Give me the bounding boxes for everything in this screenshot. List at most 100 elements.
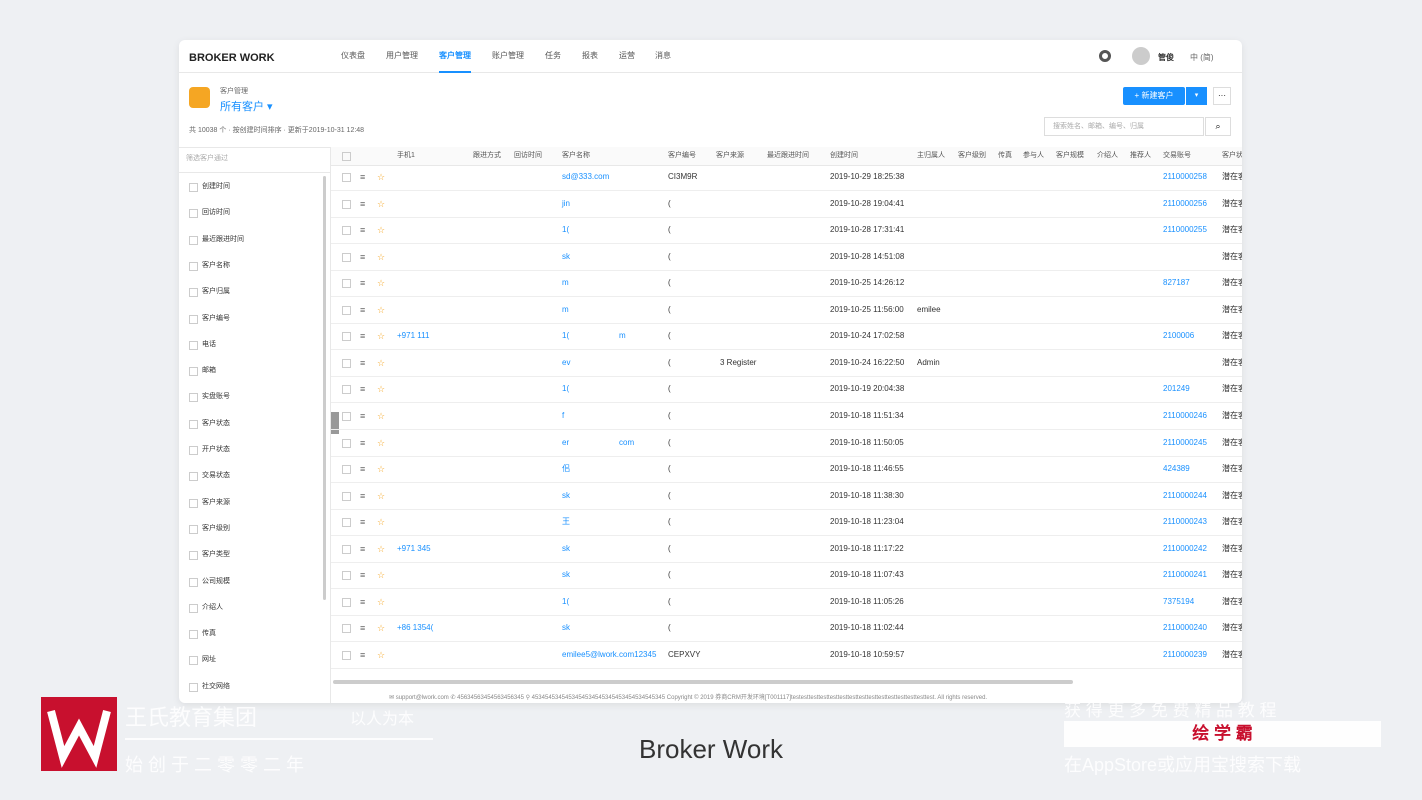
- row-checkbox[interactable]: [342, 385, 351, 395]
- column-header[interactable]: 客户规模: [1056, 152, 1084, 159]
- column-header[interactable]: 客户名称: [562, 152, 590, 159]
- cell-account[interactable]: 2110000240: [1163, 623, 1207, 633]
- row-menu[interactable]: ≡: [360, 172, 366, 182]
- row-menu[interactable]: ≡: [360, 384, 366, 395]
- star[interactable]: ☆: [377, 251, 386, 262]
- row-menu[interactable]: ≡: [360, 225, 366, 236]
- star[interactable]: ☆: [377, 331, 386, 342]
- filter-item[interactable]: 介绍人: [202, 603, 223, 611]
- cell-account[interactable]: 7375194: [1163, 596, 1195, 606]
- star[interactable]: ☆: [377, 437, 386, 448]
- star[interactable]: ☆: [377, 517, 386, 528]
- column-header[interactable]: 创建时间: [830, 152, 858, 159]
- cell-name[interactable]: sd@333.com: [562, 172, 610, 181]
- search-input[interactable]: 搜索姓名、邮箱、编号、归属: [1044, 117, 1204, 136]
- cell-name[interactable]: sk: [562, 543, 570, 553]
- cell-name[interactable]: 1(: [562, 384, 570, 394]
- nav-item[interactable]: 账户管理: [492, 51, 524, 60]
- column-header[interactable]: 手机1: [397, 152, 415, 159]
- cell-account[interactable]: 2110000243: [1163, 517, 1207, 527]
- filter-checkbox[interactable]: [189, 446, 198, 455]
- filter-checkbox[interactable]: [189, 498, 198, 508]
- row-menu[interactable]: ≡: [360, 649, 366, 660]
- cell-account[interactable]: 2110000239: [1163, 649, 1207, 659]
- filter-checkbox[interactable]: [189, 551, 198, 561]
- row-checkbox[interactable]: [342, 650, 351, 660]
- collapse-handle[interactable]: [331, 412, 339, 434]
- cell-name[interactable]: emilee5@lwork.com12345: [562, 649, 657, 659]
- filter-item[interactable]: 客户状态: [202, 419, 230, 427]
- row-checkbox[interactable]: [342, 173, 351, 182]
- row-checkbox[interactable]: [342, 438, 351, 448]
- filter-item[interactable]: 网址: [202, 656, 216, 664]
- star[interactable]: ☆: [377, 649, 386, 660]
- filter-checkbox[interactable]: [189, 630, 198, 640]
- nav-item[interactable]: 用户管理: [386, 51, 418, 60]
- column-header[interactable]: 推荐人: [1130, 152, 1151, 159]
- star[interactable]: ☆: [377, 410, 386, 421]
- cell-name[interactable]: sk: [562, 570, 570, 580]
- filter-checkbox[interactable]: [189, 656, 198, 666]
- filter-checkbox[interactable]: [189, 209, 198, 219]
- column-header[interactable]: 参与人: [1023, 152, 1044, 159]
- filter-item[interactable]: 客户级别: [202, 524, 230, 532]
- row-checkbox[interactable]: [342, 491, 351, 501]
- view-title-text[interactable]: 所有客户: [220, 101, 264, 113]
- row-checkbox[interactable]: [342, 597, 351, 607]
- filter-item[interactable]: 实盘账号: [202, 393, 230, 401]
- star[interactable]: ☆: [377, 357, 386, 368]
- star[interactable]: ☆: [377, 464, 386, 475]
- cell-phone[interactable]: +971 111: [397, 331, 430, 341]
- cell-account[interactable]: 2110000242: [1163, 543, 1207, 553]
- column-header[interactable]: 交易账号: [1163, 152, 1191, 159]
- filter-checkbox[interactable]: [189, 261, 198, 271]
- row-menu[interactable]: ≡: [360, 410, 366, 421]
- nav-item[interactable]: 运营: [619, 51, 635, 60]
- cell-account[interactable]: 201249: [1163, 384, 1190, 394]
- row-checkbox[interactable]: [342, 252, 351, 262]
- row-menu[interactable]: ≡: [360, 331, 366, 342]
- row-menu[interactable]: ≡: [360, 278, 366, 289]
- row-menu[interactable]: ≡: [360, 304, 366, 315]
- column-header[interactable]: 主归属人: [917, 152, 945, 159]
- avatar[interactable]: [1132, 47, 1150, 65]
- row-checkbox[interactable]: [342, 358, 351, 368]
- column-header[interactable]: 客户状态: [1222, 152, 1242, 159]
- cell-name[interactable]: sk: [562, 251, 570, 261]
- filter-item[interactable]: 客户编号: [202, 314, 230, 322]
- star[interactable]: ☆: [377, 198, 386, 209]
- nav-item[interactable]: 报表: [582, 51, 598, 60]
- filter-item[interactable]: 客户名称: [202, 261, 230, 269]
- new-dropdown[interactable]: ▾: [1186, 87, 1207, 105]
- cell-name[interactable]: f: [562, 410, 565, 420]
- star[interactable]: ☆: [377, 490, 386, 501]
- filter-checkbox[interactable]: [189, 419, 198, 429]
- row-menu[interactable]: ≡: [360, 543, 366, 554]
- star[interactable]: ☆: [377, 278, 386, 289]
- row-menu[interactable]: ≡: [360, 517, 366, 528]
- filter-item[interactable]: 社交网络: [202, 682, 230, 690]
- brand[interactable]: BROKER WORK: [189, 52, 275, 64]
- cell-phone[interactable]: +86 1354(: [397, 623, 434, 633]
- filter-item[interactable]: 客户来源: [202, 498, 230, 506]
- cell-name[interactable]: m: [562, 304, 569, 314]
- cell-account[interactable]: 827187: [1163, 278, 1190, 288]
- row-checkbox[interactable]: [342, 544, 351, 554]
- cell-name[interactable]: 1(: [562, 596, 570, 606]
- cell-name[interactable]: 佀: [562, 464, 570, 474]
- row-menu[interactable]: ≡: [360, 357, 366, 368]
- cell-account[interactable]: 2110000241: [1163, 570, 1207, 580]
- filter-checkbox[interactable]: [189, 682, 198, 692]
- cell-account[interactable]: 2110000244: [1163, 490, 1207, 500]
- column-header[interactable]: 回访时间: [514, 152, 542, 159]
- filter-item[interactable]: 最近跟进时间: [202, 235, 244, 243]
- cell-account[interactable]: 424389: [1163, 464, 1190, 474]
- filter-item[interactable]: 电话: [202, 340, 216, 348]
- user-name[interactable]: 管俊: [1158, 53, 1174, 62]
- row-checkbox[interactable]: [342, 332, 351, 342]
- cell-name-tail[interactable]: m: [619, 331, 626, 341]
- row-checkbox[interactable]: [342, 571, 351, 581]
- nav-item[interactable]: 仪表盘: [341, 51, 365, 60]
- star[interactable]: ☆: [377, 570, 386, 581]
- row-menu[interactable]: ≡: [360, 437, 366, 448]
